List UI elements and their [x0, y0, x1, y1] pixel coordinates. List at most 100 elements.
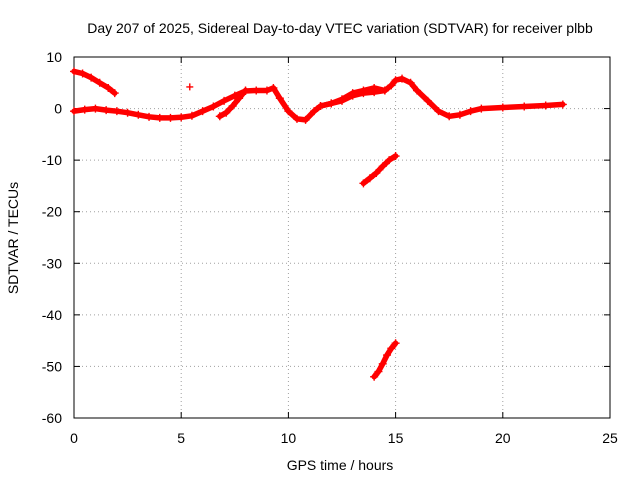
data-point [316, 101, 325, 110]
x-tick-label: 10 [281, 430, 297, 446]
data-point [370, 372, 379, 381]
data-point [80, 105, 89, 114]
y-tick-label: -50 [42, 358, 62, 374]
data-point [372, 169, 381, 178]
data-point [292, 114, 301, 123]
data-point [70, 107, 78, 116]
data-point [378, 359, 387, 368]
chart-title: Day 207 of 2025, Sidereal Day-to-day VTE… [87, 20, 593, 36]
data-point [391, 152, 400, 161]
data-point [222, 108, 231, 117]
data-point [541, 101, 550, 110]
data-point [391, 339, 400, 348]
data-point [209, 102, 218, 111]
data-point [423, 96, 432, 105]
data-point [102, 106, 111, 115]
data-point [134, 110, 143, 119]
series-deep-drop [370, 339, 400, 381]
data-point [413, 86, 422, 95]
series-trace [371, 340, 399, 380]
data-point [228, 101, 237, 110]
data-point [338, 95, 346, 104]
y-tick-label: -30 [42, 255, 62, 271]
data-point [445, 112, 454, 121]
data-point [455, 110, 464, 119]
series-trace [71, 75, 566, 123]
data-series [70, 67, 567, 381]
data-point [498, 103, 507, 112]
data-point [391, 76, 400, 85]
data-point [310, 107, 319, 116]
data-point [145, 112, 154, 121]
x-axis: 0 5 10 15 20 25 [70, 57, 618, 446]
data-point [383, 351, 392, 360]
data-point [387, 344, 396, 353]
data-point [78, 69, 87, 78]
data-point [370, 83, 379, 92]
data-point [166, 113, 175, 122]
data-point [95, 78, 104, 87]
data-point [155, 113, 164, 122]
x-tick-label: 20 [495, 430, 511, 446]
plot-frame [73, 56, 611, 419]
data-point [380, 86, 389, 95]
series-mid-drop [359, 152, 400, 188]
y-axis: 10 0 -10 -20 -30 -40 -50 -60 [42, 49, 610, 426]
data-point [252, 86, 261, 95]
data-point [269, 83, 278, 92]
data-point [112, 107, 121, 116]
series-main-trace [70, 74, 567, 124]
data-point [198, 107, 207, 116]
data-point [374, 367, 383, 376]
data-point [187, 111, 196, 120]
y-tick-label: 0 [54, 101, 62, 117]
data-point [477, 104, 486, 113]
data-point [262, 86, 271, 95]
y-tick-label: -20 [42, 204, 62, 220]
data-point [520, 102, 529, 111]
series-late-segment [215, 86, 250, 121]
data-point [241, 86, 250, 95]
x-axis-label: GPS time / hours [287, 457, 394, 473]
series-trace [360, 153, 399, 187]
data-point [406, 78, 415, 87]
data-point [387, 81, 396, 90]
data-point [87, 73, 96, 82]
data-point [110, 89, 119, 98]
data-point [558, 100, 567, 109]
data-point [385, 156, 394, 165]
data-point [466, 107, 475, 116]
data-point [434, 107, 443, 116]
x-tick-label: 0 [70, 430, 78, 446]
grid-lines [74, 57, 610, 418]
y-tick-label: 10 [46, 49, 62, 65]
data-point [230, 91, 239, 100]
x-tick-label: 25 [602, 430, 618, 446]
x-tick-label: 5 [177, 430, 185, 446]
data-point [91, 104, 100, 113]
data-point [348, 89, 357, 98]
data-point [365, 174, 374, 183]
series-isolated [186, 83, 194, 91]
y-axis-label: SDTVAR / TECUs [5, 182, 21, 294]
data-point [215, 112, 224, 121]
data-point [70, 67, 78, 76]
data-point [327, 99, 336, 108]
series-upper-trace [316, 83, 389, 110]
data-point [378, 162, 387, 171]
data-point [359, 179, 368, 188]
data-point [123, 108, 132, 117]
data-point [235, 94, 244, 103]
y-tick-label: -40 [42, 307, 62, 323]
x-tick-label: 15 [388, 430, 404, 446]
data-point [275, 94, 284, 103]
data-point [104, 83, 113, 92]
data-point [359, 86, 368, 95]
data-point [301, 115, 310, 124]
data-point [186, 83, 194, 91]
y-tick-label: -10 [42, 152, 62, 168]
data-point [398, 74, 407, 83]
series-early-high [70, 67, 119, 98]
data-point [177, 113, 186, 122]
